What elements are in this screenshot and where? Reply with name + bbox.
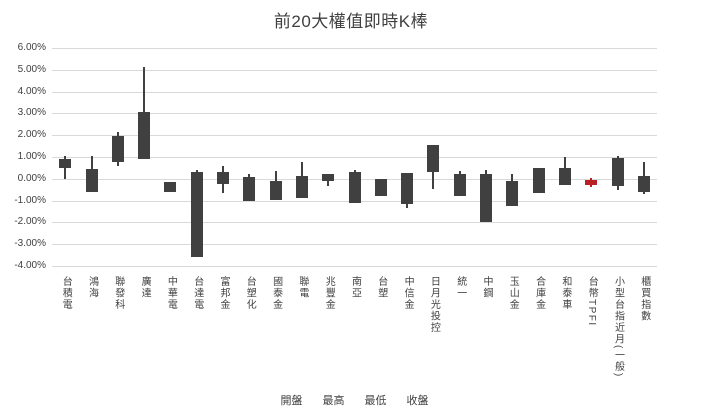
x-axis-category-label: 國泰金 bbox=[270, 276, 282, 311]
candle-body bbox=[243, 176, 256, 201]
gridline bbox=[52, 266, 657, 267]
candle-body bbox=[585, 179, 598, 186]
x-axis-category-label: 廣達 bbox=[139, 276, 151, 299]
y-axis-tick-label: -1.00% bbox=[14, 194, 46, 206]
candle-body bbox=[269, 181, 282, 200]
y-axis-tick-label: 0.00% bbox=[17, 172, 46, 184]
x-axis-category-label: 玉山金 bbox=[507, 276, 519, 311]
candle-body bbox=[506, 181, 519, 207]
candle-body bbox=[85, 169, 98, 192]
y-axis-tick-label: 6.00% bbox=[17, 42, 46, 53]
candle-body bbox=[637, 175, 650, 192]
legend-item: 開盤 bbox=[280, 395, 303, 407]
x-axis-category-label: 台塑 bbox=[375, 276, 387, 299]
x-axis-category-label: 兆豐金 bbox=[323, 276, 335, 311]
candle-body bbox=[558, 167, 571, 186]
x-axis-category-label: 中信金 bbox=[402, 276, 414, 311]
x-axis-category-label: 櫃買指數 bbox=[638, 276, 650, 322]
x-axis-category-label: 南亞 bbox=[349, 276, 361, 299]
y-axis-tick-label: 5.00% bbox=[17, 63, 46, 75]
gridline bbox=[52, 157, 657, 158]
candle-body bbox=[374, 178, 387, 197]
x-axis-category-label: 台達電 bbox=[191, 276, 203, 311]
candle-body bbox=[295, 175, 308, 199]
x-axis-category-label: 聯發科 bbox=[112, 276, 124, 311]
candle-body bbox=[190, 172, 203, 258]
chart-title: 前20大權值即時K棒 bbox=[273, 12, 429, 31]
gridline bbox=[52, 244, 657, 246]
x-axis-category-label: 台幣TPFI bbox=[586, 276, 598, 327]
gridline bbox=[52, 69, 657, 71]
candle-body bbox=[453, 174, 466, 197]
legend-item: 最高 bbox=[322, 395, 345, 407]
gridline bbox=[52, 113, 657, 115]
gridline bbox=[52, 135, 657, 137]
x-axis-category-label: 富邦金 bbox=[218, 276, 229, 311]
candle-body bbox=[322, 174, 335, 181]
legend: 開盤 最高 最低 收盤 bbox=[52, 392, 657, 408]
candle-body bbox=[348, 172, 361, 203]
candle-body bbox=[401, 173, 414, 204]
legend-item: 收盤 bbox=[406, 395, 429, 407]
gridline bbox=[52, 48, 657, 49]
x-axis-category-label: 台積電 bbox=[60, 276, 72, 311]
gridline bbox=[52, 91, 657, 93]
candle-body bbox=[480, 174, 492, 223]
x-axis-category-label: 和泰車 bbox=[559, 276, 571, 311]
gridline bbox=[52, 222, 657, 224]
x-axis-category-label: 中鋼 bbox=[481, 276, 492, 299]
x-axis-category-label: 中華電 bbox=[165, 276, 177, 311]
x-axis-category-label: 聯電 bbox=[296, 276, 308, 299]
y-axis-tick-label: 4.00% bbox=[17, 85, 46, 97]
candle-body bbox=[164, 182, 177, 192]
y-axis-tick-label: 1.00% bbox=[17, 151, 46, 162]
x-axis-category-label: 小型台指近月(一般) bbox=[612, 276, 624, 378]
y-axis-tick-label: -3.00% bbox=[14, 238, 46, 250]
candle-body bbox=[59, 159, 72, 168]
x-axis-category-label: 鴻海 bbox=[86, 276, 98, 299]
y-axis-tick-label: 2.00% bbox=[17, 129, 46, 141]
y-axis-tick-label: 3.00% bbox=[17, 107, 46, 119]
x-axis-category-label: 台塑化 bbox=[244, 276, 256, 311]
candle-body bbox=[217, 172, 229, 185]
candle-body bbox=[611, 158, 624, 187]
candle-body bbox=[532, 167, 545, 193]
y-axis-tick-label: -2.00% bbox=[14, 216, 46, 228]
y-axis-tick-label: -4.00% bbox=[14, 260, 46, 271]
candle-body bbox=[427, 145, 440, 173]
x-axis-category-label: 合庫金 bbox=[533, 276, 545, 311]
x-axis-category-label: 統一 bbox=[454, 276, 466, 299]
x-axis-category-label: 日月光投控 bbox=[428, 276, 440, 334]
legend-item: 最低 bbox=[364, 395, 387, 407]
candle-body bbox=[138, 112, 151, 160]
candle-body bbox=[111, 136, 124, 163]
